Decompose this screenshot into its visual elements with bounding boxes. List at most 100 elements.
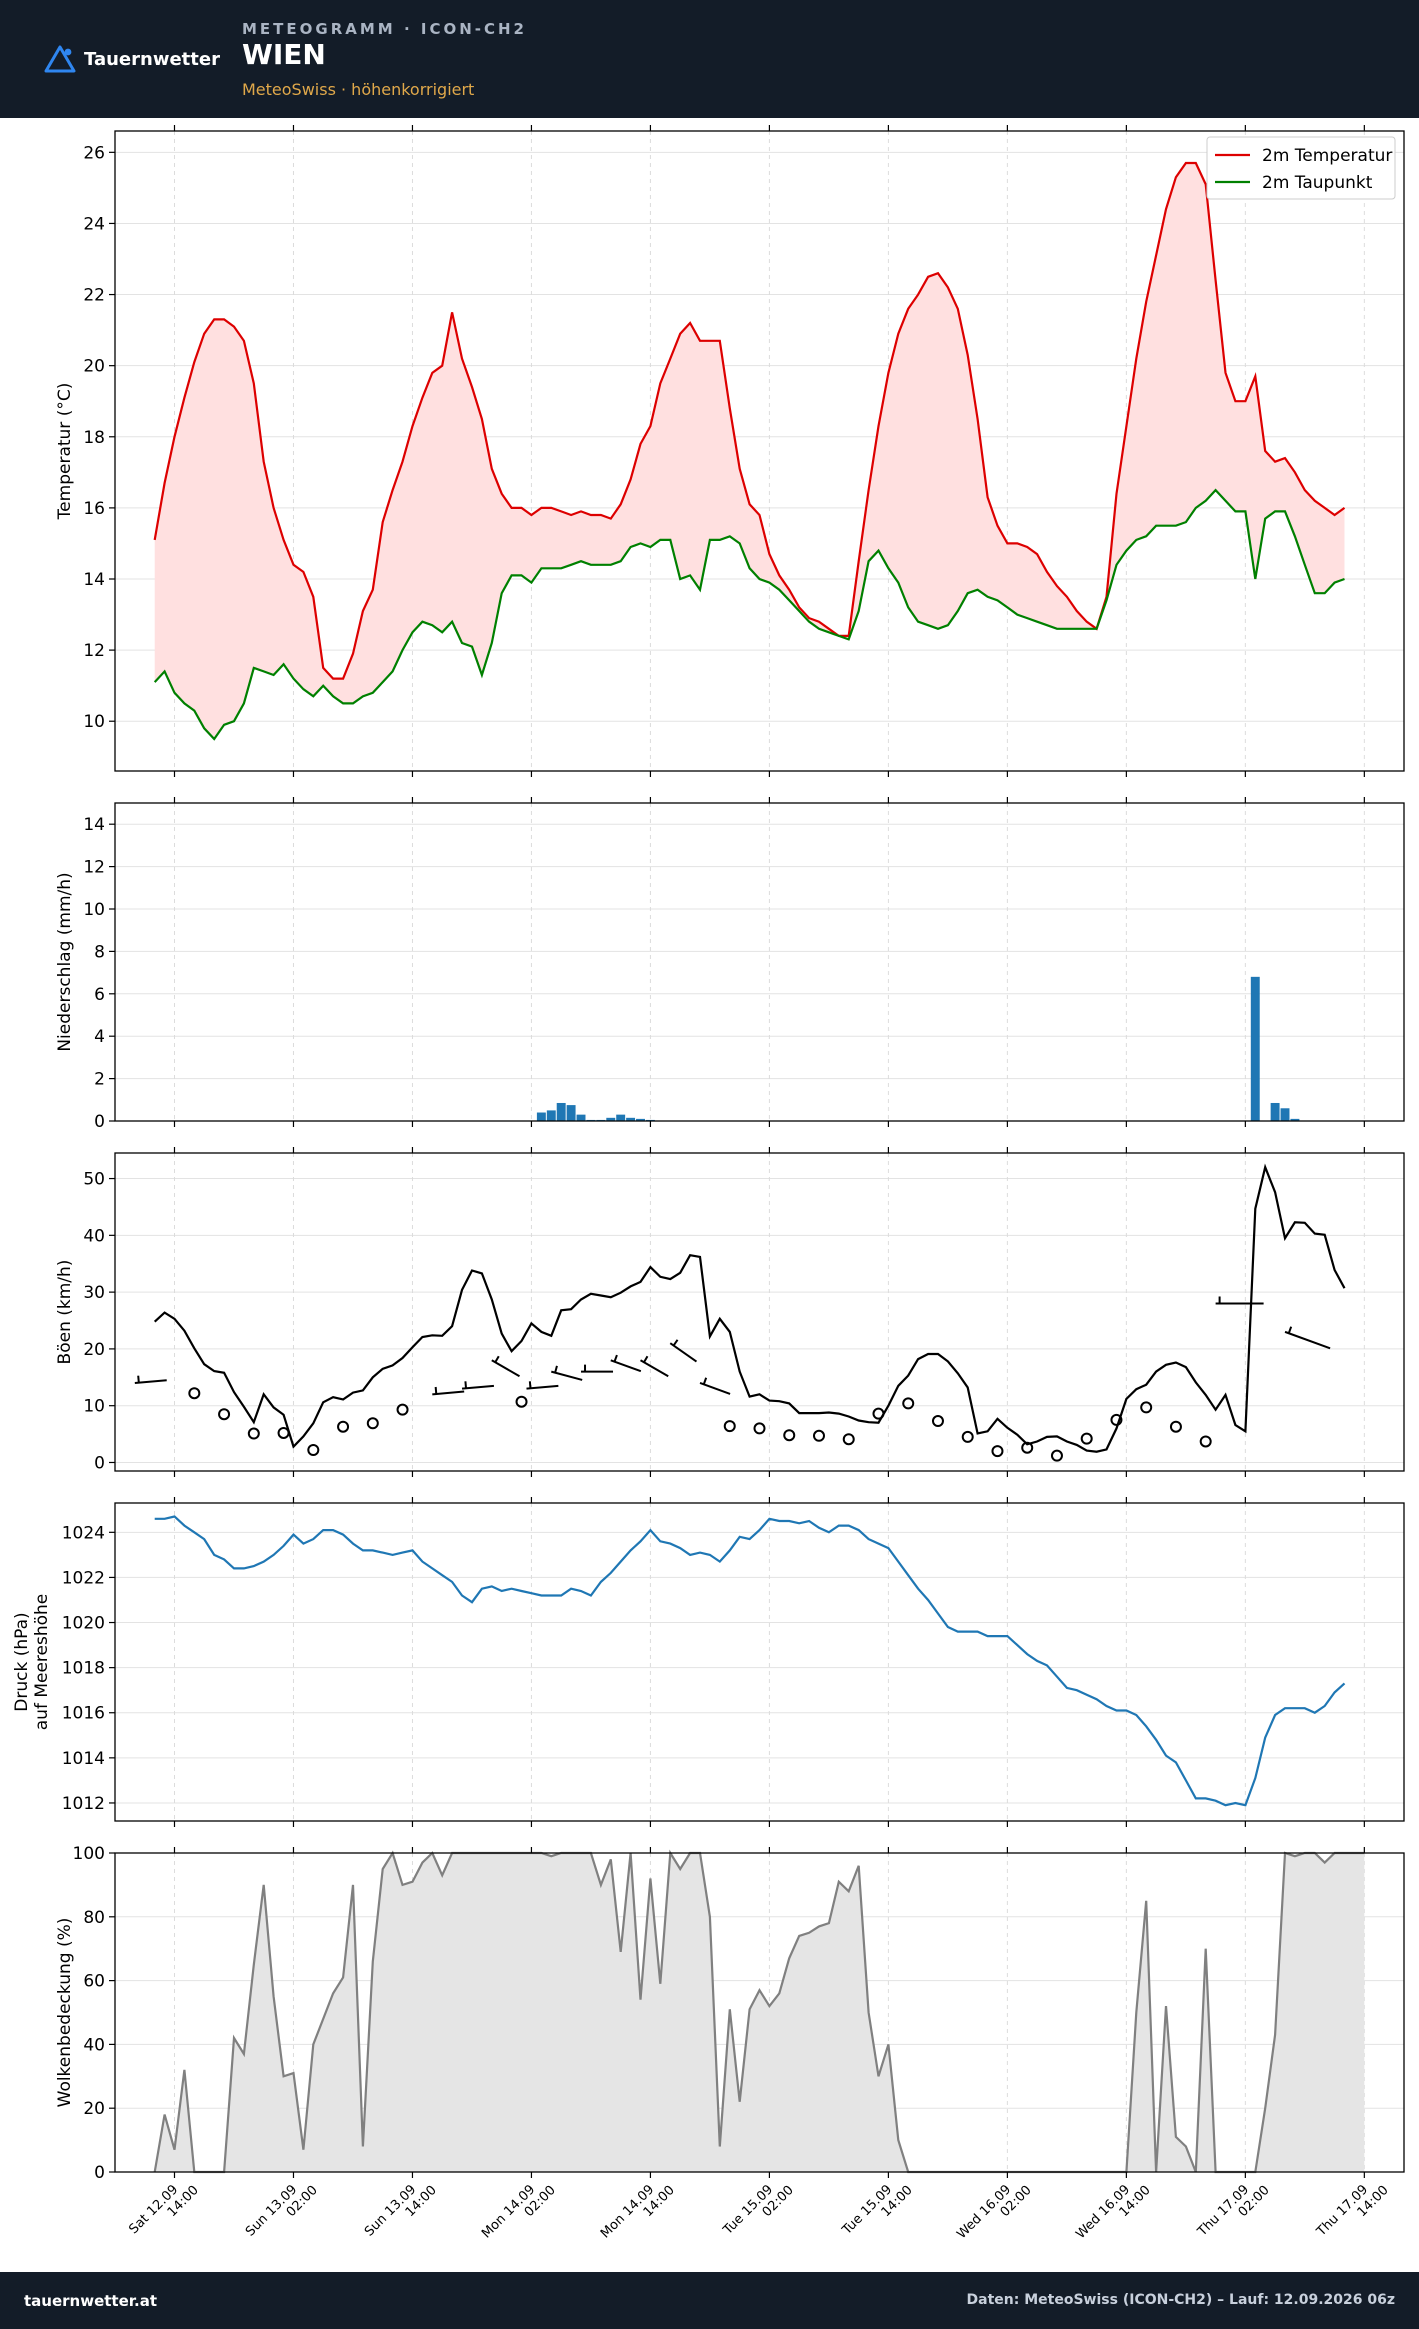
wind-barb-feather	[137, 1375, 140, 1383]
wind-barb-shaft	[526, 1384, 559, 1390]
precip-bar	[1270, 1102, 1280, 1121]
precip-bar	[546, 1110, 556, 1121]
header-bar: Tauernwetter METEOGRAMM · ICON-CH2 WIEN …	[0, 0, 1419, 118]
wind-calm-marker	[842, 1433, 855, 1446]
wind-calm-marker	[1140, 1401, 1153, 1414]
y-axis-label: Niederschlag (mm/h)	[55, 872, 75, 1051]
wind-calm-marker	[1021, 1441, 1034, 1454]
x-tick-label: Tue 15.0902:00	[720, 2172, 797, 2249]
footer-bar: tauernwetter.at Daten: MeteoSwiss (ICON-…	[0, 2272, 1419, 2329]
y-tick-label: 1012	[62, 1794, 105, 1814]
mountain-logo-icon	[44, 45, 76, 73]
y-tick-label: 20	[83, 1340, 105, 1360]
wind-barb-marker	[581, 1364, 614, 1373]
wind-calm-marker	[247, 1427, 260, 1440]
y-tick-label: 26	[83, 143, 105, 163]
wind-barb-feather	[434, 1386, 438, 1395]
y-axis-label-line: Niederschlag (mm/h)	[55, 872, 75, 1051]
meteogram-kicker: METEOGRAMM · ICON-CH2	[242, 20, 527, 38]
wind-barb-feather	[464, 1381, 468, 1389]
x-tick-label: Sun 13.0914:00	[362, 2172, 440, 2250]
x-tick-label: Sat 12.0914:00	[126, 2172, 201, 2247]
y-tick-label: 22	[83, 286, 105, 306]
chart-panel-5: 0 20 40 60 80 100 Wolkenbedeckung (%)	[55, 1844, 1405, 2183]
panel-frame	[114, 802, 1405, 1122]
y-tick-label: 16	[83, 499, 105, 519]
y-tick-label: 1022	[62, 1568, 105, 1588]
precip-bar	[1250, 976, 1260, 1121]
brand-logo[interactable]: Tauernwetter	[44, 44, 220, 74]
y-axis-label-line: Temperatur (°C)	[55, 383, 75, 521]
x-tick-label: Tue 15.0914:00	[839, 2172, 916, 2249]
y-tick-label: 1016	[62, 1704, 105, 1724]
page-title: WIEN	[242, 38, 326, 71]
y-tick-label: 14	[83, 815, 105, 835]
brand-name: Tauernwetter	[84, 48, 220, 70]
y-tick-label: 12	[83, 858, 105, 878]
wind-barb-shaft	[432, 1390, 465, 1396]
precip-bar	[616, 1114, 626, 1121]
precip-bar	[636, 1118, 645, 1121]
precip-bar	[536, 1112, 546, 1121]
y-tick-label: 0	[94, 1112, 105, 1132]
cloud-line	[153, 1849, 1365, 2174]
y-tick-label: 2	[94, 1070, 105, 1090]
x-tick-label: Wed 16.0902:00	[954, 2172, 1034, 2252]
wind-calm-marker	[723, 1420, 736, 1433]
precip-bar	[566, 1105, 576, 1121]
page-subtitle: MeteoSwiss · höhenkorrigiert	[242, 80, 475, 99]
y-tick-label: 20	[83, 357, 105, 377]
wind-barb-shaft	[461, 1384, 495, 1390]
precip-bar	[1280, 1108, 1290, 1121]
wind-calm-marker	[396, 1403, 409, 1416]
wind-calm-marker	[783, 1429, 796, 1442]
cloud-area	[154, 1853, 1365, 2172]
dewpoint-line	[153, 488, 1345, 741]
y-axis-label: Druck (hPa)auf Meereshöhe	[12, 1594, 52, 1731]
chart-panel-1: 2m Temperatur 2m Taupunkt 10 12 14 16 18 20 22 24…	[55, 125, 1405, 777]
wind-barb-shaft	[134, 1379, 167, 1384]
panel-frame	[114, 1852, 1405, 2173]
y-tick-label: 4	[94, 1027, 105, 1047]
y-axis-label: Böen (km/h)	[55, 1260, 75, 1365]
wind-barb-feather	[494, 1355, 500, 1363]
y-tick-label: 10	[83, 1397, 105, 1417]
wind-calm-marker	[337, 1420, 350, 1433]
wind-barb-feather	[672, 1339, 679, 1347]
y-tick-label: 20	[83, 2099, 105, 2119]
y-axis-label-line: Böen (km/h)	[55, 1260, 75, 1365]
wind-calm-marker	[1110, 1413, 1123, 1426]
x-tick-label: Mon 14.0902:00	[479, 2172, 559, 2252]
chart-legend: 2m Temperatur 2m Taupunkt	[1206, 136, 1396, 200]
temp-dewpoint-fill	[154, 163, 1345, 739]
chart-panel-2: 0 2 4 6 8 10 12 14 Niederschlag (mm/h)	[55, 797, 1405, 1132]
wind-calm-marker	[1050, 1449, 1063, 1462]
wind-barb-marker	[526, 1381, 559, 1390]
panel-frame	[114, 1152, 1405, 1472]
wind-calm-marker	[1080, 1432, 1093, 1445]
legend-box	[1206, 136, 1396, 200]
panel-frame	[114, 130, 1405, 772]
chart-panel-3: 0 10 20 30 40 50 Böen (km/h)	[55, 1147, 1405, 1477]
precip-bar	[556, 1102, 566, 1121]
wind-barb-marker	[640, 1355, 669, 1378]
wind-calm-marker	[277, 1426, 290, 1439]
wind-barb-shaft	[551, 1370, 583, 1381]
x-tick-label: Sun 13.0902:00	[243, 2172, 321, 2250]
y-tick-label: 40	[83, 2035, 105, 2055]
footer-site[interactable]: tauernwetter.at	[24, 2292, 158, 2310]
y-tick-label: 24	[83, 214, 105, 234]
wind-calm-marker	[307, 1443, 320, 1456]
temperature-line	[153, 161, 1346, 680]
y-axis-label: Temperatur (°C)	[55, 383, 75, 521]
wind-calm-marker	[931, 1415, 944, 1428]
wind-barb-marker	[432, 1386, 465, 1396]
precip-bar	[1290, 1118, 1300, 1121]
y-tick-label: 50	[83, 1170, 105, 1190]
y-tick-label: 1024	[62, 1523, 105, 1543]
precip-bar	[626, 1117, 636, 1121]
x-tick-label: Thu 17.0902:00	[1194, 2172, 1272, 2250]
wind-calm-marker	[1169, 1420, 1182, 1433]
y-axis-label-line: auf Meereshöhe	[32, 1594, 52, 1731]
